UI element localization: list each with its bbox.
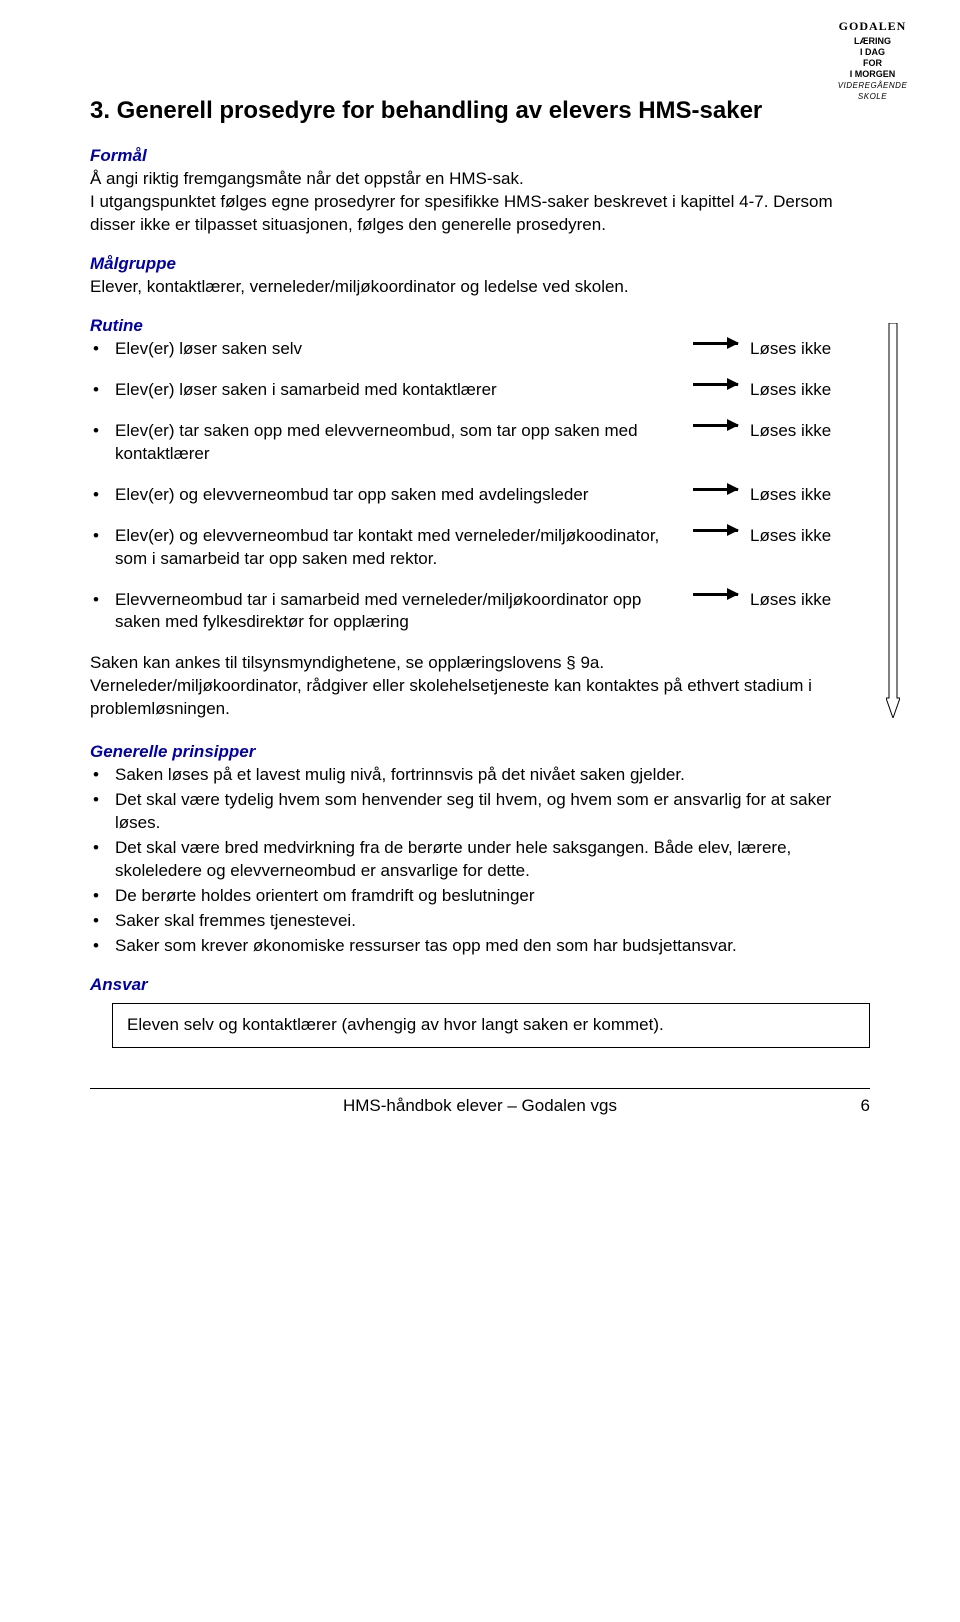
rutine-list: Elev(er) løser saken selvLøses ikkeElev(… xyxy=(90,338,870,634)
prinsipp-item: Det skal være tydelig hvem som henvender… xyxy=(90,789,870,835)
malgruppe-text: Elever, kontaktlærer, verneleder/miljøko… xyxy=(90,276,870,299)
ansvar-section: Ansvar Eleven selv og kontaktlærer (avhe… xyxy=(90,974,870,1048)
rutine-result: Løses ikke xyxy=(750,589,870,612)
rutine-step: Elev(er) løser saken selv Løses ikke xyxy=(90,338,870,361)
prinsipp-item: Det skal være bred medvirkning fra de be… xyxy=(90,837,870,883)
rutine-step-text: Elev(er) løser saken selv xyxy=(115,338,680,361)
rutine-result: Løses ikke xyxy=(750,484,870,507)
rutine-step-text: Elev(er) og elevverneombud tar opp saken… xyxy=(115,484,680,507)
formal-section: Formål Å angi riktig fremgangsmåte når d… xyxy=(90,145,870,237)
prinsipp-item: Saken løses på et lavest mulig nivå, for… xyxy=(90,764,870,787)
rutine-step: Elev(er) og elevverneombud tar kontakt m… xyxy=(90,525,870,571)
rutine-step: Elev(er) og elevverneombud tar opp saken… xyxy=(90,484,870,507)
prinsipp-item: Saker skal fremmes tjenestevei. xyxy=(90,910,870,933)
arrow-right-icon xyxy=(680,379,750,386)
arrow-right-icon xyxy=(680,525,750,532)
malgruppe-section: Målgruppe Elever, kontaktlærer, verneled… xyxy=(90,253,870,299)
logo-top: GODALEN xyxy=(825,18,920,34)
arrow-right-icon xyxy=(680,484,750,491)
rutine-step-text: Elev(er) og elevverneombud tar kontakt m… xyxy=(115,525,680,571)
rutine-result: Løses ikke xyxy=(750,338,870,361)
down-arrow-icon xyxy=(886,323,900,718)
arrow-right-icon xyxy=(680,420,750,427)
arrow-right-icon xyxy=(680,589,750,596)
rutine-step-text: Elev(er) tar saken opp med elevverneombu… xyxy=(115,420,680,466)
rutine-result: Løses ikke xyxy=(750,379,870,402)
footer-center: HMS-håndbok elever – Godalen vgs xyxy=(343,1095,617,1118)
ansvar-box: Eleven selv og kontaktlærer (avhengig av… xyxy=(112,1003,870,1048)
rutine-result: Løses ikke xyxy=(750,525,870,548)
formal-label: Formål xyxy=(90,145,870,168)
formal-text: Å angi riktig fremgangsmåte når det opps… xyxy=(90,168,870,237)
rutine-section: Rutine Elev(er) løser saken selv Løses ik… xyxy=(90,315,870,634)
prinsipp-item: Saker som krever økonomiske ressurser ta… xyxy=(90,935,870,958)
logo-bottom: VIDEREGÅENDE SKOLE xyxy=(825,81,920,103)
prinsipp-item: De berørte holdes orientert om framdrift… xyxy=(90,885,870,908)
logo-lines: LÆRING I DAG FOR I MORGEN xyxy=(825,36,920,79)
page-title: 3. Generell prosedyre for behandling av … xyxy=(90,95,870,127)
prinsipper-section: Generelle prinsipper Saken løses på et l… xyxy=(90,741,870,957)
rutine-step: Elev(er) løser saken i samarbeid med kon… xyxy=(90,379,870,402)
school-logo: GODALEN LÆRING I DAG FOR I MORGEN VIDERE… xyxy=(825,18,920,103)
ansvar-label: Ansvar xyxy=(90,974,870,997)
rutine-step-text: Elev(er) løser saken i samarbeid med kon… xyxy=(115,379,680,402)
prinsipper-label: Generelle prinsipper xyxy=(90,741,870,764)
page-number: 6 xyxy=(861,1095,870,1118)
post-rutine-text: Saken kan ankes til tilsynsmyndighetene,… xyxy=(90,652,870,721)
ansvar-text: Eleven selv og kontaktlærer (avhengig av… xyxy=(127,1015,664,1034)
rutine-step: Elev(er) tar saken opp med elevverneombu… xyxy=(90,420,870,466)
rutine-step-text: Elevverneombud tar i samarbeid med verne… xyxy=(115,589,680,635)
rutine-label: Rutine xyxy=(90,315,870,338)
malgruppe-label: Målgruppe xyxy=(90,253,870,276)
page-footer: HMS-håndbok elever – Godalen vgs 6 xyxy=(90,1088,870,1118)
arrow-right-icon xyxy=(680,338,750,345)
prinsipper-list: Saken løses på et lavest mulig nivå, for… xyxy=(90,764,870,958)
rutine-step: Elevverneombud tar i samarbeid med verne… xyxy=(90,589,870,635)
rutine-result: Løses ikke xyxy=(750,420,870,443)
